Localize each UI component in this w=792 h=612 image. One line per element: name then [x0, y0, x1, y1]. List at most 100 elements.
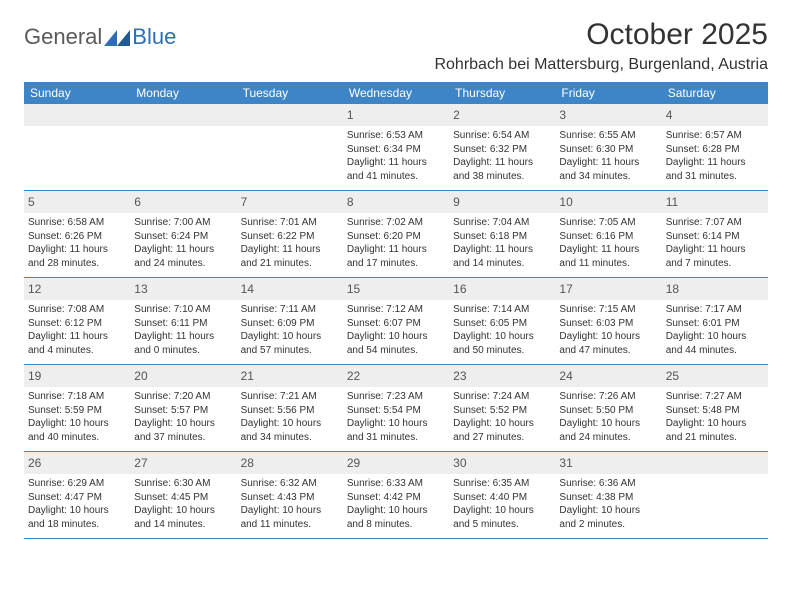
daylight-text: Daylight: 10 hours — [241, 330, 339, 344]
daylight-text: Daylight: 11 hours — [241, 243, 339, 257]
calendar-cell: 3Sunrise: 6:55 AMSunset: 6:30 PMDaylight… — [555, 104, 661, 190]
daynum-row — [237, 104, 343, 126]
daylight-text: Daylight: 10 hours — [28, 504, 126, 518]
day-number: 10 — [559, 195, 572, 209]
daylight-text: and 7 minutes. — [666, 257, 764, 271]
daylight-text: and 31 minutes. — [666, 170, 764, 184]
day-number: 17 — [559, 282, 572, 296]
day-header: Monday — [130, 82, 236, 104]
sunrise-text: Sunrise: 6:29 AM — [28, 477, 126, 491]
day-number: 24 — [559, 369, 572, 383]
sunset-text: Sunset: 6:32 PM — [453, 143, 551, 157]
calendar-cell: 22Sunrise: 7:23 AMSunset: 5:54 PMDayligh… — [343, 365, 449, 451]
day-number: 18 — [666, 282, 679, 296]
sunrise-text: Sunrise: 7:07 AM — [666, 216, 764, 230]
daynum-row: 31 — [555, 452, 661, 474]
daylight-text: and 40 minutes. — [28, 431, 126, 445]
sunset-text: Sunset: 6:28 PM — [666, 143, 764, 157]
sunrise-text: Sunrise: 7:17 AM — [666, 303, 764, 317]
title-block: October 2025 Rohrbach bei Mattersburg, B… — [434, 18, 768, 74]
daynum-row: 1 — [343, 104, 449, 126]
day-header: Tuesday — [237, 82, 343, 104]
sunset-text: Sunset: 6:22 PM — [241, 230, 339, 244]
sunset-text: Sunset: 6:18 PM — [453, 230, 551, 244]
sunset-text: Sunset: 6:01 PM — [666, 317, 764, 331]
day-number: 29 — [347, 456, 360, 470]
daylight-text: and 28 minutes. — [28, 257, 126, 271]
day-header: Wednesday — [343, 82, 449, 104]
daylight-text: and 27 minutes. — [453, 431, 551, 445]
daylight-text: Daylight: 11 hours — [134, 243, 232, 257]
daynum-row: 12 — [24, 278, 130, 300]
day-number: 16 — [453, 282, 466, 296]
daynum-row — [662, 452, 768, 474]
calendar-week: 26Sunrise: 6:29 AMSunset: 4:47 PMDayligh… — [24, 452, 768, 539]
daynum-row: 20 — [130, 365, 236, 387]
day-number: 4 — [666, 108, 673, 122]
daylight-text: and 4 minutes. — [28, 344, 126, 358]
sunrise-text: Sunrise: 7:14 AM — [453, 303, 551, 317]
daylight-text: and 11 minutes. — [241, 518, 339, 532]
sunset-text: Sunset: 6:11 PM — [134, 317, 232, 331]
daylight-text: and 21 minutes. — [666, 431, 764, 445]
daylight-text: and 0 minutes. — [134, 344, 232, 358]
daylight-text: and 41 minutes. — [347, 170, 445, 184]
month-title: October 2025 — [434, 18, 768, 52]
sunrise-text: Sunrise: 7:15 AM — [559, 303, 657, 317]
sunset-text: Sunset: 6:30 PM — [559, 143, 657, 157]
calendar-cell: 26Sunrise: 6:29 AMSunset: 4:47 PMDayligh… — [24, 452, 130, 538]
daylight-text: and 34 minutes. — [241, 431, 339, 445]
calendar-cell: 12Sunrise: 7:08 AMSunset: 6:12 PMDayligh… — [24, 278, 130, 364]
day-number: 20 — [134, 369, 147, 383]
sunrise-text: Sunrise: 7:24 AM — [453, 390, 551, 404]
calendar-cell: 6Sunrise: 7:00 AMSunset: 6:24 PMDaylight… — [130, 191, 236, 277]
day-number: 19 — [28, 369, 41, 383]
calendar-cell: 10Sunrise: 7:05 AMSunset: 6:16 PMDayligh… — [555, 191, 661, 277]
sunrise-text: Sunrise: 6:57 AM — [666, 129, 764, 143]
daynum-row: 19 — [24, 365, 130, 387]
day-number: 14 — [241, 282, 254, 296]
brand-logo: General Blue — [24, 24, 176, 50]
sunset-text: Sunset: 6:05 PM — [453, 317, 551, 331]
daylight-text: Daylight: 10 hours — [453, 504, 551, 518]
daynum-row: 28 — [237, 452, 343, 474]
calendar-cell: 13Sunrise: 7:10 AMSunset: 6:11 PMDayligh… — [130, 278, 236, 364]
sunrise-text: Sunrise: 7:12 AM — [347, 303, 445, 317]
daylight-text: and 57 minutes. — [241, 344, 339, 358]
day-number: 23 — [453, 369, 466, 383]
daynum-row: 14 — [237, 278, 343, 300]
calendar-cell: 27Sunrise: 6:30 AMSunset: 4:45 PMDayligh… — [130, 452, 236, 538]
daylight-text: Daylight: 11 hours — [666, 156, 764, 170]
daynum-row: 5 — [24, 191, 130, 213]
sunset-text: Sunset: 6:20 PM — [347, 230, 445, 244]
daynum-row: 11 — [662, 191, 768, 213]
sunrise-text: Sunrise: 7:11 AM — [241, 303, 339, 317]
daynum-row: 16 — [449, 278, 555, 300]
sunset-text: Sunset: 5:57 PM — [134, 404, 232, 418]
sunset-text: Sunset: 6:26 PM — [28, 230, 126, 244]
sunrise-text: Sunrise: 7:00 AM — [134, 216, 232, 230]
daynum-row: 13 — [130, 278, 236, 300]
sunrise-text: Sunrise: 7:27 AM — [666, 390, 764, 404]
sunrise-text: Sunrise: 7:23 AM — [347, 390, 445, 404]
daylight-text: and 38 minutes. — [453, 170, 551, 184]
daylight-text: Daylight: 11 hours — [134, 330, 232, 344]
daylight-text: Daylight: 11 hours — [347, 156, 445, 170]
calendar-cell: 29Sunrise: 6:33 AMSunset: 4:42 PMDayligh… — [343, 452, 449, 538]
sunrise-text: Sunrise: 6:32 AM — [241, 477, 339, 491]
calendar-cell: 24Sunrise: 7:26 AMSunset: 5:50 PMDayligh… — [555, 365, 661, 451]
day-number: 30 — [453, 456, 466, 470]
sunrise-text: Sunrise: 6:55 AM — [559, 129, 657, 143]
calendar-cell: 15Sunrise: 7:12 AMSunset: 6:07 PMDayligh… — [343, 278, 449, 364]
sunrise-text: Sunrise: 7:08 AM — [28, 303, 126, 317]
calendar: Sunday Monday Tuesday Wednesday Thursday… — [24, 82, 768, 539]
daylight-text: and 47 minutes. — [559, 344, 657, 358]
day-number: 31 — [559, 456, 572, 470]
day-number: 6 — [134, 195, 141, 209]
daylight-text: and 50 minutes. — [453, 344, 551, 358]
day-header: Thursday — [449, 82, 555, 104]
sunrise-text: Sunrise: 7:01 AM — [241, 216, 339, 230]
sunset-text: Sunset: 4:43 PM — [241, 491, 339, 505]
day-number: 3 — [559, 108, 566, 122]
day-number: 9 — [453, 195, 460, 209]
